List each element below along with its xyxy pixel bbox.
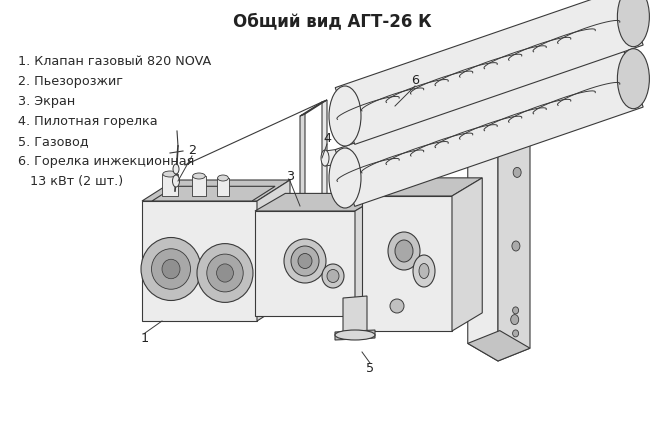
Text: 3. Экран: 3. Экран bbox=[18, 95, 75, 108]
Polygon shape bbox=[142, 180, 290, 201]
Ellipse shape bbox=[388, 232, 420, 270]
Polygon shape bbox=[152, 186, 275, 201]
Polygon shape bbox=[192, 176, 206, 196]
Ellipse shape bbox=[390, 299, 404, 313]
Text: 4. Пилотная горелка: 4. Пилотная горелка bbox=[18, 115, 158, 128]
Ellipse shape bbox=[327, 269, 339, 282]
Polygon shape bbox=[255, 273, 335, 289]
Text: 1. Клапан газовый 820 NOVA: 1. Клапан газовый 820 NOVA bbox=[18, 55, 211, 68]
Polygon shape bbox=[162, 174, 178, 196]
Ellipse shape bbox=[512, 241, 520, 251]
Ellipse shape bbox=[172, 175, 180, 187]
Polygon shape bbox=[467, 113, 498, 361]
Polygon shape bbox=[467, 330, 530, 361]
Ellipse shape bbox=[513, 167, 521, 178]
Ellipse shape bbox=[413, 255, 435, 287]
Ellipse shape bbox=[173, 164, 179, 174]
Text: 13 кВт (2 шт.): 13 кВт (2 шт.) bbox=[18, 175, 123, 188]
Polygon shape bbox=[217, 178, 229, 196]
Text: 5: 5 bbox=[366, 362, 374, 375]
Ellipse shape bbox=[513, 307, 519, 314]
Ellipse shape bbox=[343, 148, 351, 164]
Ellipse shape bbox=[291, 246, 319, 276]
Text: 2: 2 bbox=[188, 145, 196, 157]
Ellipse shape bbox=[395, 240, 413, 262]
Polygon shape bbox=[255, 211, 355, 316]
Polygon shape bbox=[355, 194, 385, 316]
Polygon shape bbox=[335, 273, 382, 290]
Ellipse shape bbox=[197, 244, 253, 302]
Text: 6: 6 bbox=[411, 74, 419, 87]
Polygon shape bbox=[300, 100, 327, 116]
Ellipse shape bbox=[141, 238, 201, 301]
Text: 2. Пьезорозжиг: 2. Пьезорозжиг bbox=[18, 75, 123, 88]
Polygon shape bbox=[255, 194, 385, 211]
Polygon shape bbox=[343, 296, 367, 336]
Ellipse shape bbox=[193, 173, 205, 179]
Ellipse shape bbox=[335, 330, 375, 340]
Ellipse shape bbox=[162, 259, 180, 279]
Ellipse shape bbox=[329, 148, 361, 208]
Text: Общий вид АГТ-26 К: Общий вид АГТ-26 К bbox=[233, 12, 432, 30]
Polygon shape bbox=[362, 178, 482, 196]
Polygon shape bbox=[362, 196, 452, 331]
Ellipse shape bbox=[329, 86, 361, 146]
Polygon shape bbox=[335, 330, 375, 340]
Ellipse shape bbox=[217, 175, 228, 181]
Ellipse shape bbox=[163, 171, 177, 177]
Ellipse shape bbox=[419, 264, 429, 278]
Ellipse shape bbox=[284, 239, 326, 283]
Ellipse shape bbox=[217, 264, 233, 282]
Text: 3: 3 bbox=[286, 169, 294, 182]
Polygon shape bbox=[467, 101, 530, 131]
Polygon shape bbox=[498, 118, 530, 361]
Text: 6. Горелка инжекционная: 6. Горелка инжекционная bbox=[18, 155, 194, 168]
Ellipse shape bbox=[322, 264, 344, 288]
Polygon shape bbox=[257, 180, 290, 321]
Polygon shape bbox=[142, 201, 257, 321]
Ellipse shape bbox=[207, 254, 243, 292]
Ellipse shape bbox=[513, 330, 519, 337]
Polygon shape bbox=[300, 114, 305, 246]
Polygon shape bbox=[452, 178, 482, 331]
Ellipse shape bbox=[617, 0, 650, 47]
Text: 5. Газовод: 5. Газовод bbox=[18, 135, 88, 148]
Ellipse shape bbox=[511, 314, 519, 325]
Polygon shape bbox=[322, 100, 327, 232]
Ellipse shape bbox=[298, 253, 312, 268]
Polygon shape bbox=[335, 50, 643, 206]
Polygon shape bbox=[335, 0, 643, 145]
Ellipse shape bbox=[617, 49, 650, 109]
Text: 4: 4 bbox=[323, 132, 331, 145]
Polygon shape bbox=[325, 148, 347, 166]
Ellipse shape bbox=[152, 249, 190, 289]
Ellipse shape bbox=[321, 150, 329, 166]
Text: 1: 1 bbox=[141, 331, 149, 344]
